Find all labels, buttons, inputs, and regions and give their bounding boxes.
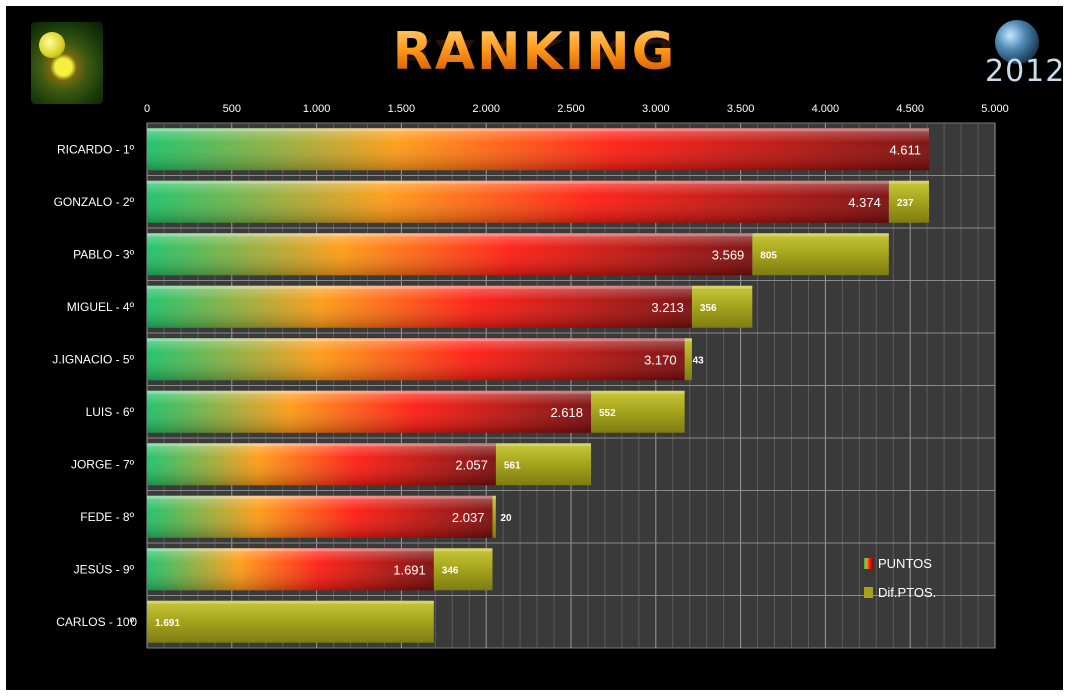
category-label: LUIS - 6º [86, 405, 135, 419]
bar-dif-ptos [591, 390, 685, 433]
data-label-dif-ptos: 561 [504, 460, 521, 471]
data-label-puntos: 0 [130, 615, 137, 629]
bar-puntos-shine [147, 495, 493, 538]
data-label-puntos: 2.037 [452, 510, 485, 525]
bar-puntos-highlight [147, 180, 889, 184]
data-label-dif-ptos: 356 [700, 303, 717, 314]
data-label-dif-ptos: 1.691 [155, 618, 180, 629]
category-label: JESÚS - 9º [74, 561, 135, 576]
data-label-dif-ptos: 346 [442, 565, 459, 576]
logo-2012: 2012 [985, 20, 1066, 100]
x-tick-label: 2.000 [472, 103, 500, 115]
bar-puntos-shine [147, 548, 434, 591]
bar-puntos-highlight [147, 338, 685, 342]
bar-dif-ptos-highlight [495, 443, 592, 447]
category-label: JORGE - 7º [71, 457, 135, 471]
bar-dif-ptos-highlight [433, 548, 493, 552]
bar-puntos-highlight [147, 495, 493, 499]
chart-title: RANKING [6, 24, 1063, 80]
bar-dif-ptos [691, 285, 753, 328]
bar-puntos-highlight [147, 128, 930, 132]
tennis-ball-icon [39, 32, 65, 58]
bar-puntos-highlight [147, 233, 753, 237]
data-label-puntos: 2.057 [455, 457, 488, 472]
data-label-dif-ptos: 237 [897, 198, 914, 209]
x-tick-label: 1.500 [388, 103, 416, 115]
category-label: J.IGNACIO - 5º [52, 352, 134, 366]
data-label-puntos: 1.691 [393, 562, 426, 577]
legend-label-puntos: PUNTOS [878, 556, 932, 571]
x-tick-label: 1.000 [303, 103, 331, 115]
x-tick-label: 2.500 [557, 103, 585, 115]
x-tick-label: 3.500 [727, 103, 755, 115]
bar-puntos-highlight [147, 390, 592, 394]
data-label-puntos: 3.213 [651, 300, 684, 315]
data-label-puntos: 3.170 [644, 352, 677, 367]
bar-dif-ptos-highlight [492, 495, 496, 499]
legend-label-dif-ptos: Dif.PTOS. [878, 585, 936, 600]
category-label: MIGUEL - 4º [67, 300, 135, 314]
x-tick-label: 3.000 [642, 103, 670, 115]
bar-puntos-highlight [147, 285, 692, 289]
bar-dif-ptos [888, 180, 930, 223]
category-label: PABLO - 3º [73, 247, 134, 261]
category-label: FEDE - 8º [80, 510, 134, 524]
category-label: CARLOS - 10º [56, 615, 134, 629]
x-tick-label: 4.000 [812, 103, 840, 115]
x-tick-label: 500 [223, 103, 241, 115]
bar-puntos-shine [147, 338, 685, 381]
data-label-dif-ptos: 552 [599, 408, 616, 419]
bar-dif-ptos-highlight [691, 285, 753, 289]
bar-dif-ptos [433, 548, 493, 591]
bar-dif-ptos-highlight [752, 233, 889, 237]
bar-puntos-shine [147, 128, 930, 171]
bar-dif-ptos [492, 495, 496, 538]
bar-dif-ptos [684, 338, 692, 381]
bar-dif-ptos-highlight [591, 390, 685, 394]
legend-swatch-puntos [864, 558, 873, 569]
legend-swatch-dif-ptos [864, 587, 873, 598]
x-tick-label: 5.000 [981, 103, 1009, 115]
category-label: GONZALO - 2º [54, 195, 135, 209]
data-label-puntos: 3.569 [712, 247, 745, 262]
data-label-dif-ptos: 805 [760, 250, 777, 261]
bar-puntos-shine [147, 180, 889, 223]
bar-puntos-shine [147, 285, 692, 328]
bar-puntos-shine [147, 233, 753, 276]
bar-dif-ptos [147, 600, 434, 643]
x-tick-label: 4.500 [896, 103, 924, 115]
data-label-dif-ptos: 20 [500, 513, 512, 524]
bar-puntos-highlight [147, 548, 434, 552]
bar-puntos-shine [147, 443, 496, 486]
bar-dif-ptos [495, 443, 592, 486]
bar-dif-ptos [752, 233, 889, 276]
year-label: 2012 [985, 54, 1066, 89]
data-label-puntos: 4.374 [848, 195, 881, 210]
tennis-logo [31, 22, 103, 104]
data-label-puntos: 4.611 [889, 142, 921, 157]
bar-dif-ptos-highlight [888, 180, 930, 184]
x-tick-label: 0 [144, 103, 150, 115]
bar-dif-ptos-highlight [147, 600, 434, 604]
category-label: RICARDO - 1º [57, 142, 135, 156]
bar-puntos-shine [147, 390, 592, 433]
data-label-dif-ptos: 43 [693, 355, 705, 366]
bar-dif-ptos-highlight [684, 338, 692, 342]
globe-icon [995, 20, 1039, 64]
bar-puntos-highlight [147, 443, 496, 447]
data-label-puntos: 2.618 [550, 405, 583, 420]
